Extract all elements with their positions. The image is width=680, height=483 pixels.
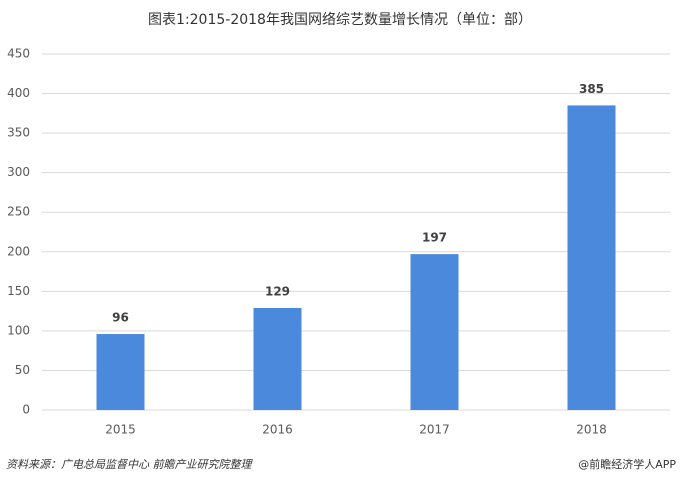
x-tick-label: 2018: [576, 423, 607, 437]
y-tick-label: 350: [7, 126, 30, 140]
y-tick-label: 450: [7, 47, 30, 61]
bar: [410, 254, 459, 410]
y-tick-label: 100: [7, 323, 30, 337]
y-tick-label: 200: [7, 244, 30, 258]
bar: [567, 105, 616, 410]
y-tick-label: 250: [7, 205, 30, 219]
y-tick-label: 50: [15, 363, 30, 377]
y-tick-label: 0: [22, 403, 30, 417]
value-label: 197: [422, 231, 447, 245]
bar: [253, 307, 302, 410]
y-tick-label: 300: [7, 165, 30, 179]
value-label: 129: [265, 284, 290, 298]
credit: @前瞻经济学人APP: [578, 457, 676, 471]
value-label: 96: [112, 311, 129, 325]
source-note: 资料来源：广电总局监督中心 前瞻产业研究院整理: [6, 458, 253, 471]
bar: [96, 334, 145, 410]
y-tick-label: 150: [7, 284, 30, 298]
y-tick-label: 400: [7, 86, 30, 100]
value-label: 385: [579, 82, 604, 96]
x-tick-label: 2017: [419, 423, 450, 437]
x-tick-label: 2015: [105, 423, 136, 437]
chart-title: 图表1:2015-2018年我国网络综艺数量增长情况（单位：部）: [148, 12, 532, 28]
x-tick-label: 2016: [262, 423, 293, 437]
